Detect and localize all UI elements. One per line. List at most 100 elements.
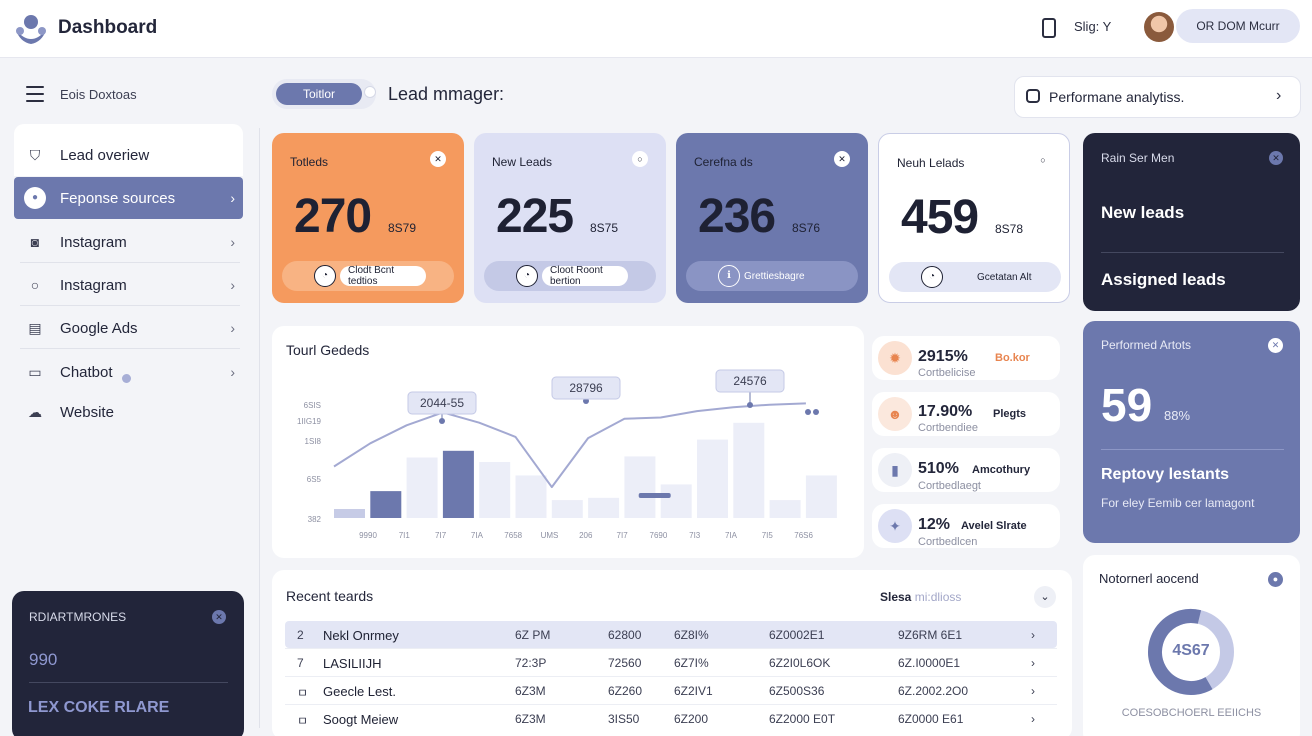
- grid-icon: ▤: [28, 319, 42, 336]
- close-icon[interactable]: ✕: [212, 610, 226, 624]
- chevron-right-icon[interactable]: ›: [1031, 684, 1035, 698]
- divider: [259, 128, 260, 728]
- table-row[interactable]: ㅁ Soogt Meiew 6Z3M 3IS50 6Z200 6Z2000 E0T 6Z00…: [285, 705, 1057, 732]
- bar: [479, 462, 511, 518]
- series-line: [333, 402, 806, 489]
- close-icon[interactable]: ✕: [1269, 151, 1283, 165]
- chevron-down-icon[interactable]: ⌄: [1034, 586, 1056, 608]
- sidebar-item-label: Lead overiew: [60, 146, 150, 164]
- table-cell: 6Z2000 E0T: [769, 712, 836, 726]
- stat-unit: 8S75: [590, 221, 619, 235]
- line-end-point: [805, 409, 811, 415]
- stat-title: Cerefna ds: [694, 155, 753, 169]
- stat-card-conversions[interactable]: Cerefna ds ✕ 236 8S76 ℹ Grettiesbagre: [676, 133, 868, 303]
- chevron-right-icon[interactable]: ›: [1031, 656, 1035, 670]
- bar: [370, 491, 402, 518]
- menu-item-assigned-leads[interactable]: Assigned leads: [1101, 270, 1226, 289]
- donut-caption: COESOBCHOERL EEIICHS: [1121, 707, 1262, 719]
- table-row[interactable]: 7 LASILIIJH 72:3P 72560 6Z7I% 6Z2I0L6OK 6Z.I00…: [285, 649, 1057, 676]
- close-icon[interactable]: ✕: [834, 151, 850, 167]
- donut-value: 4S67: [1172, 642, 1210, 659]
- stat-card-new-leads[interactable]: New Leads ○ 225 8S75 ◔ Cloot Roont berti…: [474, 133, 666, 303]
- table-cell: 6Z2I0L6OK: [769, 656, 831, 670]
- summary-value: 990: [29, 650, 58, 669]
- performance-card: [1083, 321, 1300, 543]
- donut-chart: [1148, 609, 1234, 695]
- bar-marker: [638, 493, 671, 498]
- sidebar-item-google-ads[interactable]: ▤ Google Ads ›: [14, 307, 243, 349]
- sidebar-item-instagram[interactable]: ◙ Instagram ›: [14, 221, 243, 263]
- sidebar-item-label: Chatbot: [60, 363, 113, 381]
- table-cell: Geecle Lest.: [323, 684, 396, 699]
- performance-subtitle[interactable]: Reptovy lestants: [1101, 466, 1230, 483]
- sidebar-item-website[interactable]: ☁ Website: [14, 391, 243, 433]
- bar: [733, 422, 765, 518]
- divider: [285, 648, 1057, 649]
- y-tick-label: 6S5: [307, 475, 322, 484]
- x-tick-label: 206: [579, 531, 593, 540]
- camera-icon: ◙: [30, 234, 40, 250]
- user-menu-button[interactable]: OR DOM Mcurr: [1176, 9, 1300, 43]
- table-cell: 2: [297, 628, 304, 642]
- stat-card-total-leads[interactable]: Totleds ✕ 270 8S79 ◔ Clodt Bcnt tedtios: [272, 133, 464, 303]
- chevron-right-icon: ›: [230, 320, 235, 336]
- circle-icon: ○: [30, 277, 40, 293]
- recent-leads-table: [272, 570, 1072, 736]
- info-icon[interactable]: ○: [1035, 152, 1051, 168]
- info-icon[interactable]: ●: [1268, 572, 1283, 587]
- metric-sub: Cortbendiee: [918, 422, 978, 434]
- stat-action[interactable]: ◔ Gcetatan Alt: [889, 262, 1061, 292]
- performance-analytics-label: Performane analytiss.: [1049, 89, 1185, 105]
- x-tick-label: 7I3: [689, 531, 701, 540]
- table-cell: 6Z.I0000E1: [898, 656, 961, 670]
- stat-card-new-leads-2[interactable]: Neuh Lelads ○ 459 8S78 ◔ Gcetatan Alt: [878, 133, 1070, 303]
- menu-item-new-leads[interactable]: New leads: [1101, 203, 1185, 222]
- sidebar-item-label: Website: [60, 403, 114, 421]
- stat-action[interactable]: ◔ Clodt Bcnt tedtios: [282, 261, 454, 291]
- divider: [285, 704, 1057, 705]
- summary-footer: LEX COKE RLARE: [28, 699, 170, 716]
- sidebar-item-response-sources[interactable]: ● Feponse sources ›: [14, 177, 243, 219]
- table-cell: 6Z8I%: [674, 628, 709, 642]
- x-tick-label: 7690: [650, 531, 668, 540]
- callout-point: [439, 418, 445, 424]
- star-icon: ✦: [878, 509, 912, 543]
- sidebar-card: [14, 124, 243, 176]
- x-tick-label: 7I5: [762, 531, 774, 540]
- callout-point: [747, 402, 753, 408]
- stat-action[interactable]: ◔ Cloot Roont bertion: [484, 261, 656, 291]
- stat-action-label: Gcetatan Alt: [977, 271, 1032, 283]
- sidebar-item-lead-overview[interactable]: ⛉ Lead overiew: [14, 134, 243, 176]
- chevron-right-icon[interactable]: ›: [1031, 628, 1035, 642]
- performance-unit: 88%: [1164, 408, 1191, 423]
- sidebar-summary-card: [12, 591, 244, 736]
- signin-link[interactable]: Slig: Y: [1074, 19, 1112, 34]
- table-row[interactable]: ㅁ Geecle Lest. 6Z3M 6Z260 6Z2IV1 6Z500S36 6Z.2…: [285, 677, 1057, 704]
- y-tick-label: 6SIS: [304, 401, 321, 410]
- menu-icon[interactable]: [26, 86, 44, 102]
- close-icon[interactable]: ✕: [430, 151, 446, 167]
- stat-title: New Leads: [492, 155, 553, 169]
- toggle-knob[interactable]: [364, 86, 376, 98]
- filter-value: mi:dlioss: [914, 590, 962, 604]
- phone-icon[interactable]: [1042, 18, 1056, 38]
- sidebar-item-instagram-2[interactable]: ○ Instagram ›: [14, 264, 243, 306]
- table-filter[interactable]: Slesa mi:dlioss: [880, 590, 961, 604]
- info-icon[interactable]: ○: [632, 151, 648, 167]
- table-cell: 6Z3M: [515, 684, 546, 698]
- x-tick-label: 7I7: [617, 531, 629, 540]
- chevron-right-icon[interactable]: ›: [1031, 712, 1035, 726]
- chat-icon: ▭: [28, 363, 42, 380]
- performance-analytics-link[interactable]: [1014, 76, 1301, 118]
- table-cell: 3IS50: [608, 712, 640, 726]
- toggle-label[interactable]: Toitlor: [276, 83, 362, 105]
- table-cell: LASILIIJH: [323, 656, 382, 671]
- sidebar-item-chatbot[interactable]: ▭ Chatbot ›: [14, 351, 243, 393]
- table-row[interactable]: 2 Nekl Onrmey 6Z PM 62800 6Z8I% 6Z0002E1 9Z6RM…: [285, 621, 1057, 648]
- callout-box: [715, 369, 785, 393]
- stat-action[interactable]: ℹ Grettiesbagre: [686, 261, 858, 291]
- avatar[interactable]: [1144, 12, 1174, 42]
- close-icon[interactable]: ✕: [1268, 338, 1283, 353]
- x-tick-label: 7I1: [399, 531, 411, 540]
- leads-menu-title: Rain Ser Men: [1101, 151, 1175, 165]
